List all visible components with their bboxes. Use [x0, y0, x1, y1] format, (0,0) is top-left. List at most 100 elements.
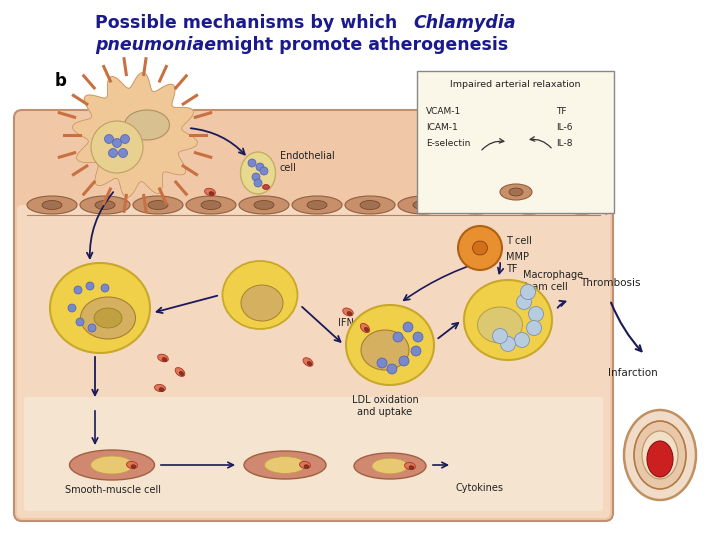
FancyBboxPatch shape: [24, 397, 603, 511]
Ellipse shape: [175, 368, 185, 376]
Text: LDL oxidation
and uptake: LDL oxidation and uptake: [351, 395, 418, 416]
Circle shape: [256, 163, 264, 171]
Circle shape: [112, 138, 122, 147]
Circle shape: [76, 318, 84, 326]
Circle shape: [101, 284, 109, 292]
Ellipse shape: [244, 451, 326, 479]
Ellipse shape: [125, 110, 169, 140]
Ellipse shape: [624, 410, 696, 500]
Ellipse shape: [504, 196, 554, 214]
Ellipse shape: [300, 461, 310, 469]
Ellipse shape: [307, 361, 312, 366]
Ellipse shape: [361, 330, 409, 370]
Text: Possible mechanisms by which: Possible mechanisms by which: [95, 14, 403, 32]
Ellipse shape: [519, 200, 539, 210]
Text: might promote atherogenesis: might promote atherogenesis: [210, 36, 508, 54]
FancyBboxPatch shape: [417, 71, 614, 213]
Text: Cytokines: Cytokines: [455, 483, 503, 493]
Ellipse shape: [179, 372, 184, 376]
Ellipse shape: [472, 241, 487, 255]
Ellipse shape: [209, 192, 214, 195]
Ellipse shape: [50, 263, 150, 353]
Ellipse shape: [81, 297, 135, 339]
Ellipse shape: [240, 152, 276, 194]
Text: E-selectin: E-selectin: [426, 139, 470, 148]
Ellipse shape: [347, 312, 352, 315]
Circle shape: [260, 167, 268, 175]
Ellipse shape: [162, 357, 167, 361]
Circle shape: [399, 356, 409, 366]
Ellipse shape: [509, 188, 523, 196]
Circle shape: [516, 294, 531, 309]
Ellipse shape: [409, 465, 414, 469]
Circle shape: [104, 134, 114, 144]
Text: Chlamydia: Chlamydia: [413, 14, 516, 32]
Ellipse shape: [500, 184, 532, 200]
Ellipse shape: [466, 200, 486, 210]
Text: T cell: T cell: [506, 236, 532, 246]
Text: IFN-γ: IFN-γ: [338, 318, 364, 328]
Circle shape: [109, 148, 117, 158]
Text: ICAM-1: ICAM-1: [426, 123, 458, 132]
Circle shape: [393, 332, 403, 342]
Ellipse shape: [477, 307, 523, 343]
Ellipse shape: [70, 450, 155, 480]
Ellipse shape: [159, 388, 164, 392]
Ellipse shape: [264, 457, 305, 474]
Ellipse shape: [292, 196, 342, 214]
Ellipse shape: [572, 200, 592, 210]
Ellipse shape: [360, 200, 380, 210]
Circle shape: [526, 321, 541, 335]
Ellipse shape: [304, 465, 309, 468]
Circle shape: [74, 286, 82, 294]
Circle shape: [528, 307, 544, 321]
Circle shape: [403, 322, 413, 332]
Polygon shape: [73, 72, 197, 198]
Ellipse shape: [186, 196, 236, 214]
Circle shape: [88, 324, 96, 332]
Text: b: b: [55, 72, 67, 90]
Ellipse shape: [647, 441, 673, 477]
Ellipse shape: [239, 196, 289, 214]
FancyBboxPatch shape: [14, 110, 613, 521]
Circle shape: [492, 328, 508, 343]
Ellipse shape: [405, 462, 415, 470]
Ellipse shape: [158, 354, 168, 362]
Circle shape: [521, 285, 536, 300]
Circle shape: [252, 173, 260, 181]
Circle shape: [248, 159, 256, 167]
Ellipse shape: [642, 431, 678, 479]
Ellipse shape: [634, 421, 686, 489]
Ellipse shape: [372, 458, 408, 474]
Text: Endothelial
cell: Endothelial cell: [280, 151, 335, 173]
Ellipse shape: [346, 305, 434, 385]
Circle shape: [91, 121, 143, 173]
Text: MMP
TF: MMP TF: [506, 252, 529, 274]
Text: IL-8: IL-8: [556, 139, 572, 148]
Ellipse shape: [398, 196, 448, 214]
Circle shape: [120, 134, 130, 144]
Text: VCAM-1: VCAM-1: [426, 107, 462, 116]
Text: pneumoniae: pneumoniae: [95, 36, 216, 54]
Ellipse shape: [303, 357, 313, 366]
Ellipse shape: [42, 200, 62, 210]
Ellipse shape: [201, 200, 221, 210]
Circle shape: [411, 346, 421, 356]
FancyBboxPatch shape: [17, 205, 610, 518]
Ellipse shape: [241, 285, 283, 321]
Text: IL-6: IL-6: [556, 123, 572, 132]
Ellipse shape: [451, 196, 501, 214]
Ellipse shape: [133, 196, 183, 214]
Circle shape: [515, 333, 529, 348]
Text: Thrombosis: Thrombosis: [580, 278, 641, 288]
Text: TF: TF: [556, 107, 567, 116]
Ellipse shape: [354, 453, 426, 479]
Text: Impaired arterial relaxation: Impaired arterial relaxation: [450, 80, 581, 89]
Ellipse shape: [27, 196, 77, 214]
Text: Smooth-muscle cell: Smooth-muscle cell: [65, 485, 161, 495]
Ellipse shape: [263, 185, 269, 190]
Circle shape: [377, 358, 387, 368]
Ellipse shape: [464, 280, 552, 360]
Ellipse shape: [364, 327, 369, 332]
Ellipse shape: [361, 323, 369, 333]
